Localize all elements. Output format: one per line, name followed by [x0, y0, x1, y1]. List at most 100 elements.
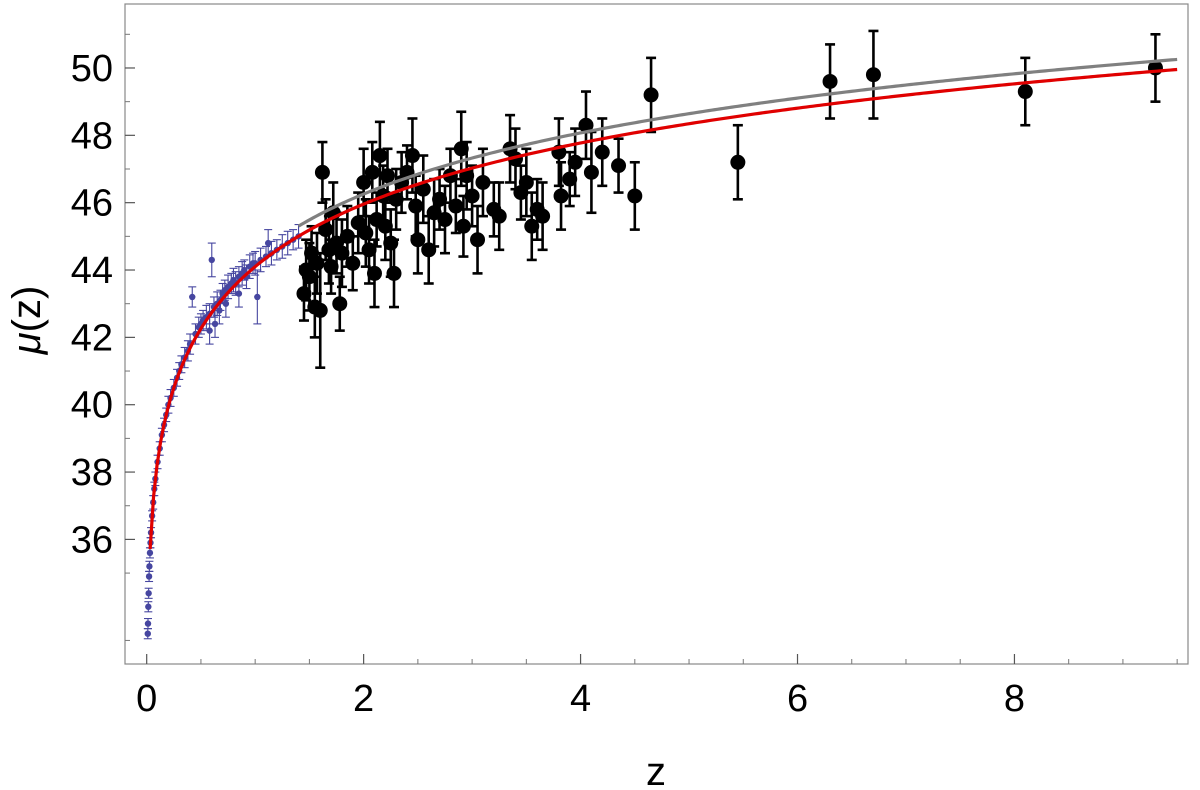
sn-marker	[222, 300, 230, 307]
grb-point	[345, 235, 361, 292]
grb-point	[415, 154, 431, 225]
grb-marker	[366, 265, 382, 281]
grb-point	[334, 218, 350, 289]
y-axis-symbol: μ	[5, 332, 49, 355]
grb-point	[567, 127, 583, 198]
grb-marker	[578, 117, 594, 133]
grb-marker	[379, 168, 395, 184]
y-tick-label: 40	[71, 385, 113, 427]
grb-marker	[309, 255, 325, 271]
y-tick-label: 50	[71, 48, 113, 90]
sn-point	[188, 286, 197, 308]
grb-marker	[822, 73, 838, 89]
y-axis-title: μ(z)	[5, 286, 49, 356]
sn-marker	[206, 327, 213, 334]
sn-marker	[144, 620, 152, 627]
sn-marker	[211, 320, 219, 328]
grb-marker	[426, 205, 442, 221]
y-axis-suffix: (z)	[5, 286, 49, 333]
sn-marker	[235, 290, 243, 297]
sn-marker	[208, 256, 215, 264]
grb-point	[314, 140, 330, 204]
grb-marker	[562, 171, 578, 187]
grb-point	[437, 184, 453, 255]
model-curve	[297, 57, 1178, 228]
sn-marker	[216, 307, 223, 314]
grb-marker	[358, 225, 374, 241]
grb-marker	[383, 235, 399, 251]
grb-marker	[339, 228, 355, 244]
sn-point	[207, 242, 216, 278]
sn-marker	[146, 549, 154, 557]
grb-marker	[453, 141, 469, 157]
grb-marker	[345, 255, 361, 271]
sn-marker	[144, 630, 151, 637]
grb-marker	[611, 158, 627, 174]
grb-point	[611, 137, 627, 194]
grb-point	[529, 177, 545, 242]
y-tick-label: 42	[71, 317, 113, 359]
plot-frame	[124, 3, 1189, 665]
grb-marker	[643, 87, 659, 103]
grb-point	[822, 43, 838, 120]
grb-marker	[583, 164, 599, 180]
sn-marker	[145, 590, 152, 597]
grb-point	[312, 251, 328, 369]
grb-marker	[404, 148, 420, 164]
y-tick-label: 38	[71, 452, 113, 494]
grb-point	[518, 147, 534, 218]
grb-marker	[323, 259, 339, 275]
grb-marker	[553, 188, 569, 204]
grb-marker	[627, 188, 643, 204]
grb-point	[1017, 56, 1033, 127]
grb-marker	[432, 191, 448, 207]
grb-marker	[448, 198, 464, 214]
grb-point	[448, 177, 464, 235]
grb-point	[730, 123, 746, 201]
grb-point	[553, 160, 569, 231]
y-tick-label: 44	[71, 250, 113, 292]
grb-marker	[475, 174, 491, 190]
grb-marker	[491, 208, 507, 224]
grb-marker	[314, 164, 330, 180]
grb-marker	[356, 174, 372, 190]
grb-point	[627, 160, 643, 231]
grb-point	[475, 147, 491, 218]
sn-marker	[241, 266, 248, 274]
sn-marker	[264, 239, 272, 247]
grb-point	[410, 204, 426, 275]
grb-marker	[332, 296, 348, 312]
sn-point	[143, 628, 152, 640]
sn-point	[251, 250, 260, 276]
sn-point	[234, 279, 243, 308]
grb-point	[394, 150, 410, 215]
sn-marker	[146, 563, 153, 570]
x-tick-label: 4	[570, 678, 591, 720]
sn-point	[145, 560, 154, 572]
sn-marker	[189, 293, 196, 301]
grb-point	[455, 194, 471, 258]
grb-marker	[455, 218, 471, 234]
grb-marker	[730, 154, 746, 170]
grb-marker	[518, 174, 534, 190]
grb-point	[372, 120, 388, 191]
sn-point	[143, 617, 152, 630]
grb-marker	[524, 218, 540, 234]
sn-point	[144, 601, 153, 613]
x-tick-label: 0	[136, 678, 157, 720]
sn-point	[145, 570, 154, 583]
grb-marker	[470, 232, 486, 248]
grb-marker	[437, 212, 453, 228]
sn-marker	[145, 573, 153, 580]
model-curve	[148, 67, 1178, 550]
sn-marker	[145, 603, 152, 610]
grb-marker	[377, 218, 393, 234]
model-curves	[148, 57, 1178, 550]
grb-point	[366, 238, 382, 309]
sn-marker	[254, 293, 261, 301]
x-tick-label: 8	[1004, 678, 1025, 720]
grb-point	[491, 181, 507, 252]
x-tick-label: 2	[353, 678, 374, 720]
